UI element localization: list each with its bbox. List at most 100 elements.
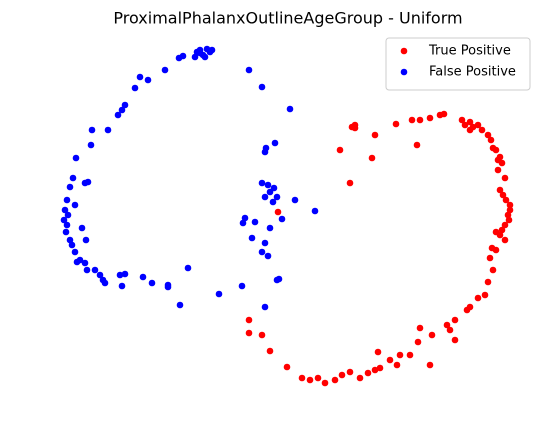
- data-point: [474, 294, 482, 302]
- data-point: [208, 46, 216, 54]
- data-point: [499, 191, 507, 199]
- chart-title: ProximalPhalanxOutlineAgeGroup - Uniform: [113, 9, 462, 28]
- data-point: [201, 53, 209, 61]
- data-point: [104, 126, 112, 134]
- data-point: [258, 331, 266, 339]
- data-point: [96, 271, 104, 279]
- data-point: [118, 282, 126, 290]
- data-point: [505, 216, 513, 224]
- legend-marker: [400, 68, 408, 76]
- data-point: [393, 361, 401, 369]
- legend-label: True Positive: [428, 44, 511, 59]
- data-point: [331, 376, 339, 384]
- legend-label: False Positive: [429, 65, 516, 80]
- data-point: [338, 371, 346, 379]
- data-point: [144, 76, 152, 84]
- data-point: [451, 336, 459, 344]
- data-point: [376, 364, 384, 372]
- data-point: [136, 73, 144, 81]
- data-point: [451, 316, 459, 324]
- data-point: [63, 221, 71, 229]
- data-point: [298, 374, 306, 382]
- data-point: [364, 369, 372, 377]
- data-point: [116, 271, 124, 279]
- data-point: [266, 224, 274, 232]
- data-point: [466, 118, 474, 126]
- data-point: [148, 279, 156, 287]
- data-point: [269, 198, 277, 206]
- data-point: [286, 105, 294, 113]
- data-point: [71, 248, 79, 256]
- data-point: [251, 218, 259, 226]
- data-point: [371, 131, 379, 139]
- data-point: [466, 126, 474, 134]
- data-point: [446, 326, 454, 334]
- data-point: [63, 196, 71, 204]
- data-point: [463, 306, 471, 314]
- data-point: [283, 363, 291, 371]
- data-point: [139, 273, 147, 281]
- data-point: [413, 141, 421, 149]
- data-point: [61, 206, 69, 214]
- data-point: [406, 351, 414, 359]
- data-point: [72, 154, 80, 162]
- data-point: [291, 196, 299, 204]
- data-point: [496, 231, 504, 239]
- data-point: [496, 186, 504, 194]
- data-point: [66, 183, 74, 191]
- data-point: [506, 206, 514, 214]
- data-point: [351, 124, 359, 132]
- data-point: [175, 54, 183, 62]
- data-point: [245, 329, 253, 337]
- data-point: [88, 126, 96, 134]
- data-point: [306, 376, 314, 384]
- data-point: [371, 366, 379, 374]
- legend-box: [385, 37, 531, 91]
- data-point: [62, 228, 70, 236]
- data-point: [492, 146, 500, 154]
- legend: True Positive False Positive: [385, 37, 531, 91]
- data-point: [502, 196, 510, 204]
- data-point: [278, 215, 286, 223]
- data-point: [114, 111, 122, 119]
- legend-marker: [400, 47, 408, 55]
- data-point: [118, 106, 126, 114]
- data-point: [346, 368, 354, 376]
- data-point: [494, 156, 502, 164]
- data-point: [321, 379, 329, 387]
- data-point: [81, 259, 89, 267]
- data-point: [215, 290, 223, 298]
- data-point: [426, 114, 434, 122]
- data-point: [60, 216, 68, 224]
- data-point: [248, 234, 256, 242]
- data-point: [266, 347, 274, 355]
- data-point: [487, 136, 495, 144]
- plot-area: [60, 45, 514, 387]
- data-point: [239, 219, 247, 227]
- data-point: [336, 146, 344, 154]
- data-point: [121, 101, 129, 109]
- data-point: [501, 174, 509, 182]
- data-point: [87, 141, 95, 149]
- data-point: [264, 181, 272, 189]
- data-point: [478, 126, 486, 134]
- data-point: [82, 236, 90, 244]
- data-point: [121, 270, 129, 278]
- data-point: [68, 241, 76, 249]
- data-point: [66, 236, 74, 244]
- data-point: [84, 178, 92, 186]
- data-point: [64, 211, 72, 219]
- data-point: [486, 254, 494, 262]
- data-point: [78, 224, 86, 232]
- data-point: [266, 188, 274, 196]
- data-point: [261, 148, 269, 156]
- data-point: [356, 374, 364, 382]
- data-point: [396, 351, 404, 359]
- data-point: [311, 207, 319, 215]
- data-point: [91, 266, 99, 274]
- data-point: [261, 193, 269, 201]
- data-point: [506, 201, 514, 209]
- data-point: [131, 84, 139, 92]
